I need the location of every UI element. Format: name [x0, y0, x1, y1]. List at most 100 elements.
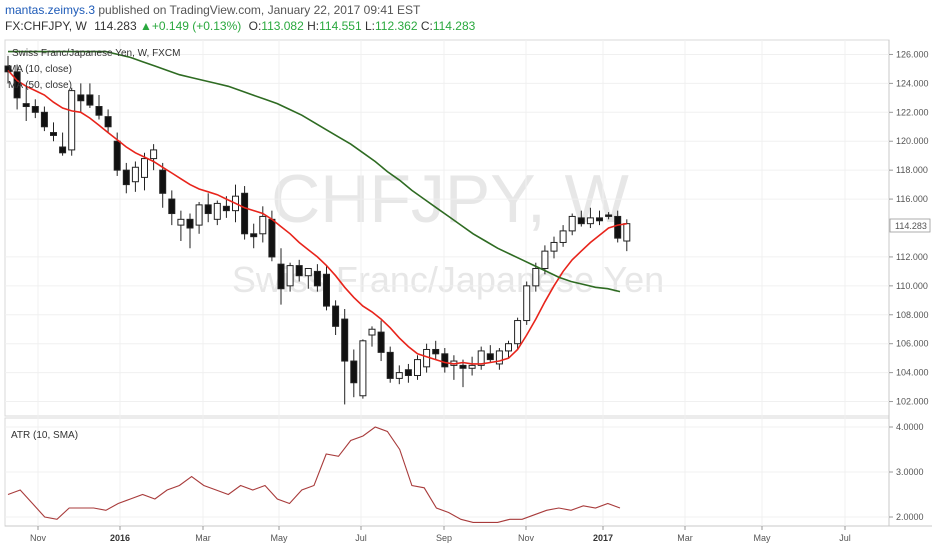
close-value: 114.283 [432, 19, 476, 33]
candle-down [313, 270, 321, 287]
candle-down [404, 369, 412, 377]
candle-down [4, 65, 12, 73]
price-tick-label: 110.000 [896, 281, 928, 291]
chart-header: mantas.zeimys.3 published on TradingView… [0, 0, 932, 40]
candle-up [68, 90, 76, 151]
time-tick-label: Mar [195, 533, 211, 543]
atr-tick-label: 2.0000 [896, 512, 924, 522]
candle-up [395, 372, 403, 379]
low-value: 112.362 [375, 19, 418, 33]
candle-down [95, 106, 103, 116]
publish-info: mantas.zeimys.3 published on TradingView… [5, 3, 420, 17]
candle-up [586, 217, 594, 225]
publish-text: published on TradingView.com, January 22… [98, 3, 421, 17]
price-tick-label: 118.000 [896, 165, 928, 175]
candle-down [31, 106, 39, 113]
ma10-line [7, 69, 627, 365]
candle-up [213, 202, 221, 220]
candle-up [177, 218, 185, 226]
atr-tick-label: 3.0000 [896, 467, 924, 477]
high-value: 114.551 [319, 19, 362, 33]
price-tick-label: 106.000 [896, 339, 929, 349]
candle-down [386, 351, 394, 379]
last-price-marker [889, 218, 931, 233]
candle-down [77, 94, 85, 102]
candle-up [568, 215, 576, 232]
price-tick-label: 126.000 [896, 49, 929, 59]
time-tick-label: Nov [518, 533, 535, 543]
candle-down [277, 263, 285, 290]
candle-up [368, 328, 376, 336]
instrument-legend: Swiss Franc/Japanese Yen, W, FXCM [12, 48, 180, 59]
atr-legend: ATR (10, SMA) [11, 430, 78, 441]
price-tick-label: 122.000 [896, 107, 929, 117]
candle-up [523, 285, 531, 322]
candle-down [596, 217, 603, 222]
candle-down [432, 348, 440, 355]
atr-axis[interactable]: 4.0000 3.0000 2.0000 [889, 422, 924, 522]
time-tick-label: Jul [839, 533, 851, 543]
candle-up [286, 265, 294, 287]
candle-up [141, 158, 148, 178]
price-tick-label: 124.000 [896, 78, 929, 88]
price-change: +0.149 (+0.13%) [151, 19, 242, 33]
candle-up [532, 267, 540, 287]
candle-down [332, 305, 340, 327]
price-tick-label: 102.000 [896, 397, 929, 407]
ma50-legend: MA (50, close) [8, 80, 72, 91]
candle-up [359, 340, 367, 397]
candle-down [486, 353, 494, 361]
candle-down [268, 218, 276, 258]
open-label: O: [248, 19, 262, 33]
candle-up [495, 350, 503, 365]
candle-down [350, 360, 358, 384]
ohlc-readout: FX:CHFJPY, W 114.283 ▲+0.149 (+0.13%) O:… [5, 19, 475, 33]
candle-up [468, 364, 476, 369]
candle-down [341, 318, 349, 362]
candle-down [204, 204, 212, 215]
candle-up [505, 343, 512, 352]
last-price: 114.283 [94, 19, 137, 33]
time-tick-label: Jul [355, 533, 367, 543]
grid-lines [5, 40, 889, 526]
atr-tick-label: 4.0000 [896, 422, 924, 432]
price-axis[interactable]: 126.000 124.000 122.000 120.000 118.000 116.0… [889, 49, 929, 407]
time-tick-label: 2017 [593, 533, 613, 543]
time-tick-label: Mar [677, 533, 693, 543]
indicator-lines [7, 50, 627, 523]
high-label: H: [307, 19, 320, 33]
candle-down [295, 265, 303, 277]
candle-down [22, 103, 30, 108]
up-arrow-icon: ▲ [139, 19, 152, 33]
candle-up [195, 204, 203, 226]
candle-down [577, 217, 585, 225]
ma10-legend: MA (10, close) [8, 64, 72, 75]
author-link[interactable]: mantas.zeimys.3 [5, 3, 96, 17]
candle-down [104, 116, 112, 128]
time-tick-label: May [270, 533, 288, 543]
candle-down [50, 132, 57, 136]
price-tick-label: 116.000 [896, 194, 928, 204]
candle-down [250, 233, 258, 238]
candle-down [159, 169, 167, 194]
time-axis[interactable]: Nov 2016 Mar May Jul Sep Nov 2017 Mar May Jul [30, 526, 851, 543]
ma50-line [8, 50, 621, 293]
last-price-label: 114.283 [895, 221, 927, 231]
price-tick-label: 104.000 [896, 368, 929, 378]
candle-down [241, 192, 249, 235]
candle-down [323, 273, 330, 307]
open-value: 113.082 [261, 19, 304, 33]
candle-down [605, 214, 613, 217]
price-tick-label: 120.000 [896, 136, 929, 146]
candle-down [59, 146, 67, 154]
candle-up [414, 359, 421, 377]
candle-up [259, 215, 267, 235]
close-label: C: [420, 19, 433, 33]
candle-up [559, 230, 567, 243]
candle-up [304, 267, 312, 277]
candle-down [122, 169, 130, 186]
candle-down [441, 353, 449, 368]
candle-down [186, 218, 194, 229]
candle-down [168, 198, 176, 215]
